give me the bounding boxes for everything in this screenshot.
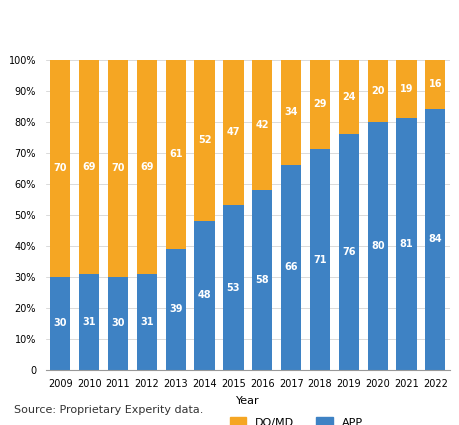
- Bar: [425, 60, 446, 109]
- Bar: [50, 277, 70, 370]
- Bar: [252, 60, 272, 190]
- Bar: [195, 60, 215, 221]
- Text: 71: 71: [313, 255, 327, 265]
- Text: 70: 70: [54, 163, 67, 173]
- Text: 30: 30: [111, 318, 125, 328]
- Bar: [108, 277, 128, 370]
- Text: 20: 20: [371, 85, 385, 96]
- Bar: [166, 249, 186, 370]
- Bar: [137, 274, 157, 370]
- Bar: [339, 134, 359, 370]
- Text: 24: 24: [342, 92, 356, 102]
- Bar: [50, 60, 70, 277]
- Bar: [79, 274, 99, 370]
- Bar: [310, 60, 330, 150]
- Bar: [79, 60, 99, 274]
- Text: 47: 47: [227, 128, 240, 137]
- Text: 81: 81: [400, 239, 414, 249]
- Text: 31: 31: [83, 317, 96, 327]
- Bar: [339, 60, 359, 134]
- Text: 69: 69: [83, 162, 96, 172]
- Bar: [224, 60, 244, 205]
- Text: 16: 16: [429, 79, 442, 89]
- Bar: [108, 60, 128, 277]
- Bar: [137, 60, 157, 274]
- Text: 31: 31: [140, 317, 154, 327]
- Bar: [281, 165, 301, 370]
- Bar: [252, 190, 272, 370]
- Text: 84: 84: [429, 235, 442, 244]
- Text: 30: 30: [54, 318, 67, 328]
- Text: 61: 61: [169, 149, 183, 159]
- Text: 69: 69: [140, 162, 154, 172]
- Bar: [397, 119, 417, 370]
- Bar: [166, 60, 186, 249]
- Bar: [224, 205, 244, 370]
- Text: 34: 34: [285, 107, 298, 117]
- Text: 39: 39: [169, 304, 183, 314]
- Bar: [368, 122, 388, 370]
- X-axis label: Year: Year: [236, 397, 260, 406]
- Text: 70: 70: [111, 163, 125, 173]
- Bar: [195, 221, 215, 370]
- Bar: [310, 150, 330, 370]
- Text: 80: 80: [371, 241, 385, 251]
- Bar: [281, 60, 301, 165]
- Text: 42: 42: [256, 120, 269, 130]
- Legend: DO/MD, APP: DO/MD, APP: [225, 413, 368, 425]
- Text: 48: 48: [198, 290, 212, 300]
- Bar: [397, 60, 417, 119]
- Text: 29: 29: [313, 99, 327, 110]
- Bar: [368, 60, 388, 122]
- Text: Source: Proprietary Experity data.: Source: Proprietary Experity data.: [14, 405, 203, 415]
- Text: 58: 58: [256, 275, 269, 285]
- Text: 52: 52: [198, 135, 211, 145]
- Text: 76: 76: [342, 247, 356, 257]
- Text: 66: 66: [285, 262, 298, 272]
- Bar: [425, 109, 446, 370]
- Text: 53: 53: [227, 283, 240, 292]
- Text: Figure 1. Provider Credential Distribution: Figure 1. Provider Credential Distributi…: [14, 17, 403, 34]
- Text: 19: 19: [400, 84, 413, 94]
